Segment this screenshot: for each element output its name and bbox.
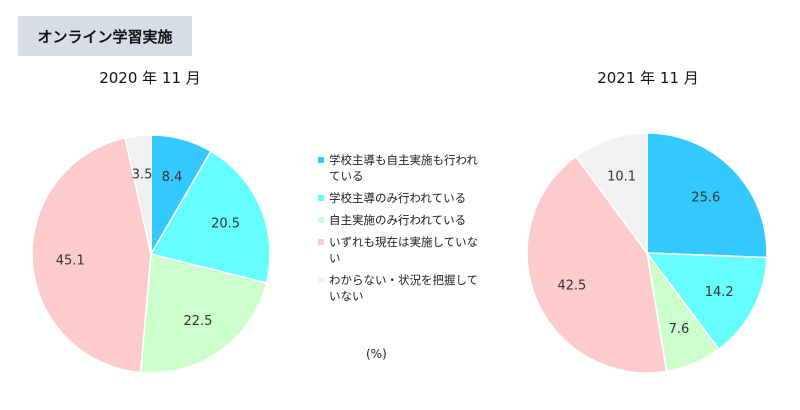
pie2020-data-label-1: 20.5 xyxy=(211,217,240,232)
legend-swatch xyxy=(318,217,324,223)
pie2020-slice-1 xyxy=(149,150,271,284)
pie2021-slice-4 xyxy=(574,132,648,256)
pie2021-data-label-4: 10.1 xyxy=(607,169,636,184)
legend-swatch xyxy=(318,277,324,283)
legend-label: いずれも現在は実施していない xyxy=(329,235,479,265)
pie2021-data-label-1: 14.2 xyxy=(705,285,734,300)
page-title: オンライン学習実施 xyxy=(18,16,192,56)
pie2020-data-label-2: 22.5 xyxy=(183,314,212,329)
pie2021-slice-1 xyxy=(645,252,768,351)
chart-title-2020: 2020 年 11 月 xyxy=(99,69,201,87)
legend-label: 学校主導も自主実施も行われている xyxy=(329,153,478,183)
legend: 学校主導も自主実施も行われている 学校主導のみ行われている 自主実施のみ行われて… xyxy=(318,152,483,310)
pie2020-slice-4 xyxy=(124,134,152,255)
legend-swatch xyxy=(318,195,324,201)
pie2021-data-label-0: 25.6 xyxy=(691,190,720,205)
pie2020-data-label-4: 3.5 xyxy=(132,168,153,183)
pie2021-data-label-2: 7.6 xyxy=(669,322,690,337)
unit-label: (%) xyxy=(366,347,387,361)
pie2020-slice-2 xyxy=(139,253,268,374)
pie2021-slice-3 xyxy=(526,155,668,374)
pie2020-slice-3 xyxy=(31,136,152,374)
pie2020-data-label-3: 45.1 xyxy=(56,253,85,268)
legend-label: わからない・状況を把握していない xyxy=(329,273,479,303)
legend-item: 学校主導も自主実施も行われている xyxy=(318,152,483,184)
legend-swatch xyxy=(318,157,324,163)
legend-item: 自主実施のみ行われている xyxy=(318,212,483,228)
legend-label: 自主実施のみ行われている xyxy=(329,213,467,227)
pie2021-data-label-3: 42.5 xyxy=(557,279,586,294)
legend-item: わからない・状況を把握していない xyxy=(318,272,483,304)
legend-label: 学校主導のみ行われている xyxy=(329,191,467,205)
pie2020-data-label-0: 8.4 xyxy=(162,170,183,185)
legend-item: いずれも現在は実施していない xyxy=(318,234,483,266)
legend-swatch xyxy=(318,239,324,245)
chart-title-2021: 2021 年 11 月 xyxy=(597,69,699,87)
pie2021-slice-0 xyxy=(646,132,768,259)
legend-item: 学校主導のみ行われている xyxy=(318,190,483,206)
